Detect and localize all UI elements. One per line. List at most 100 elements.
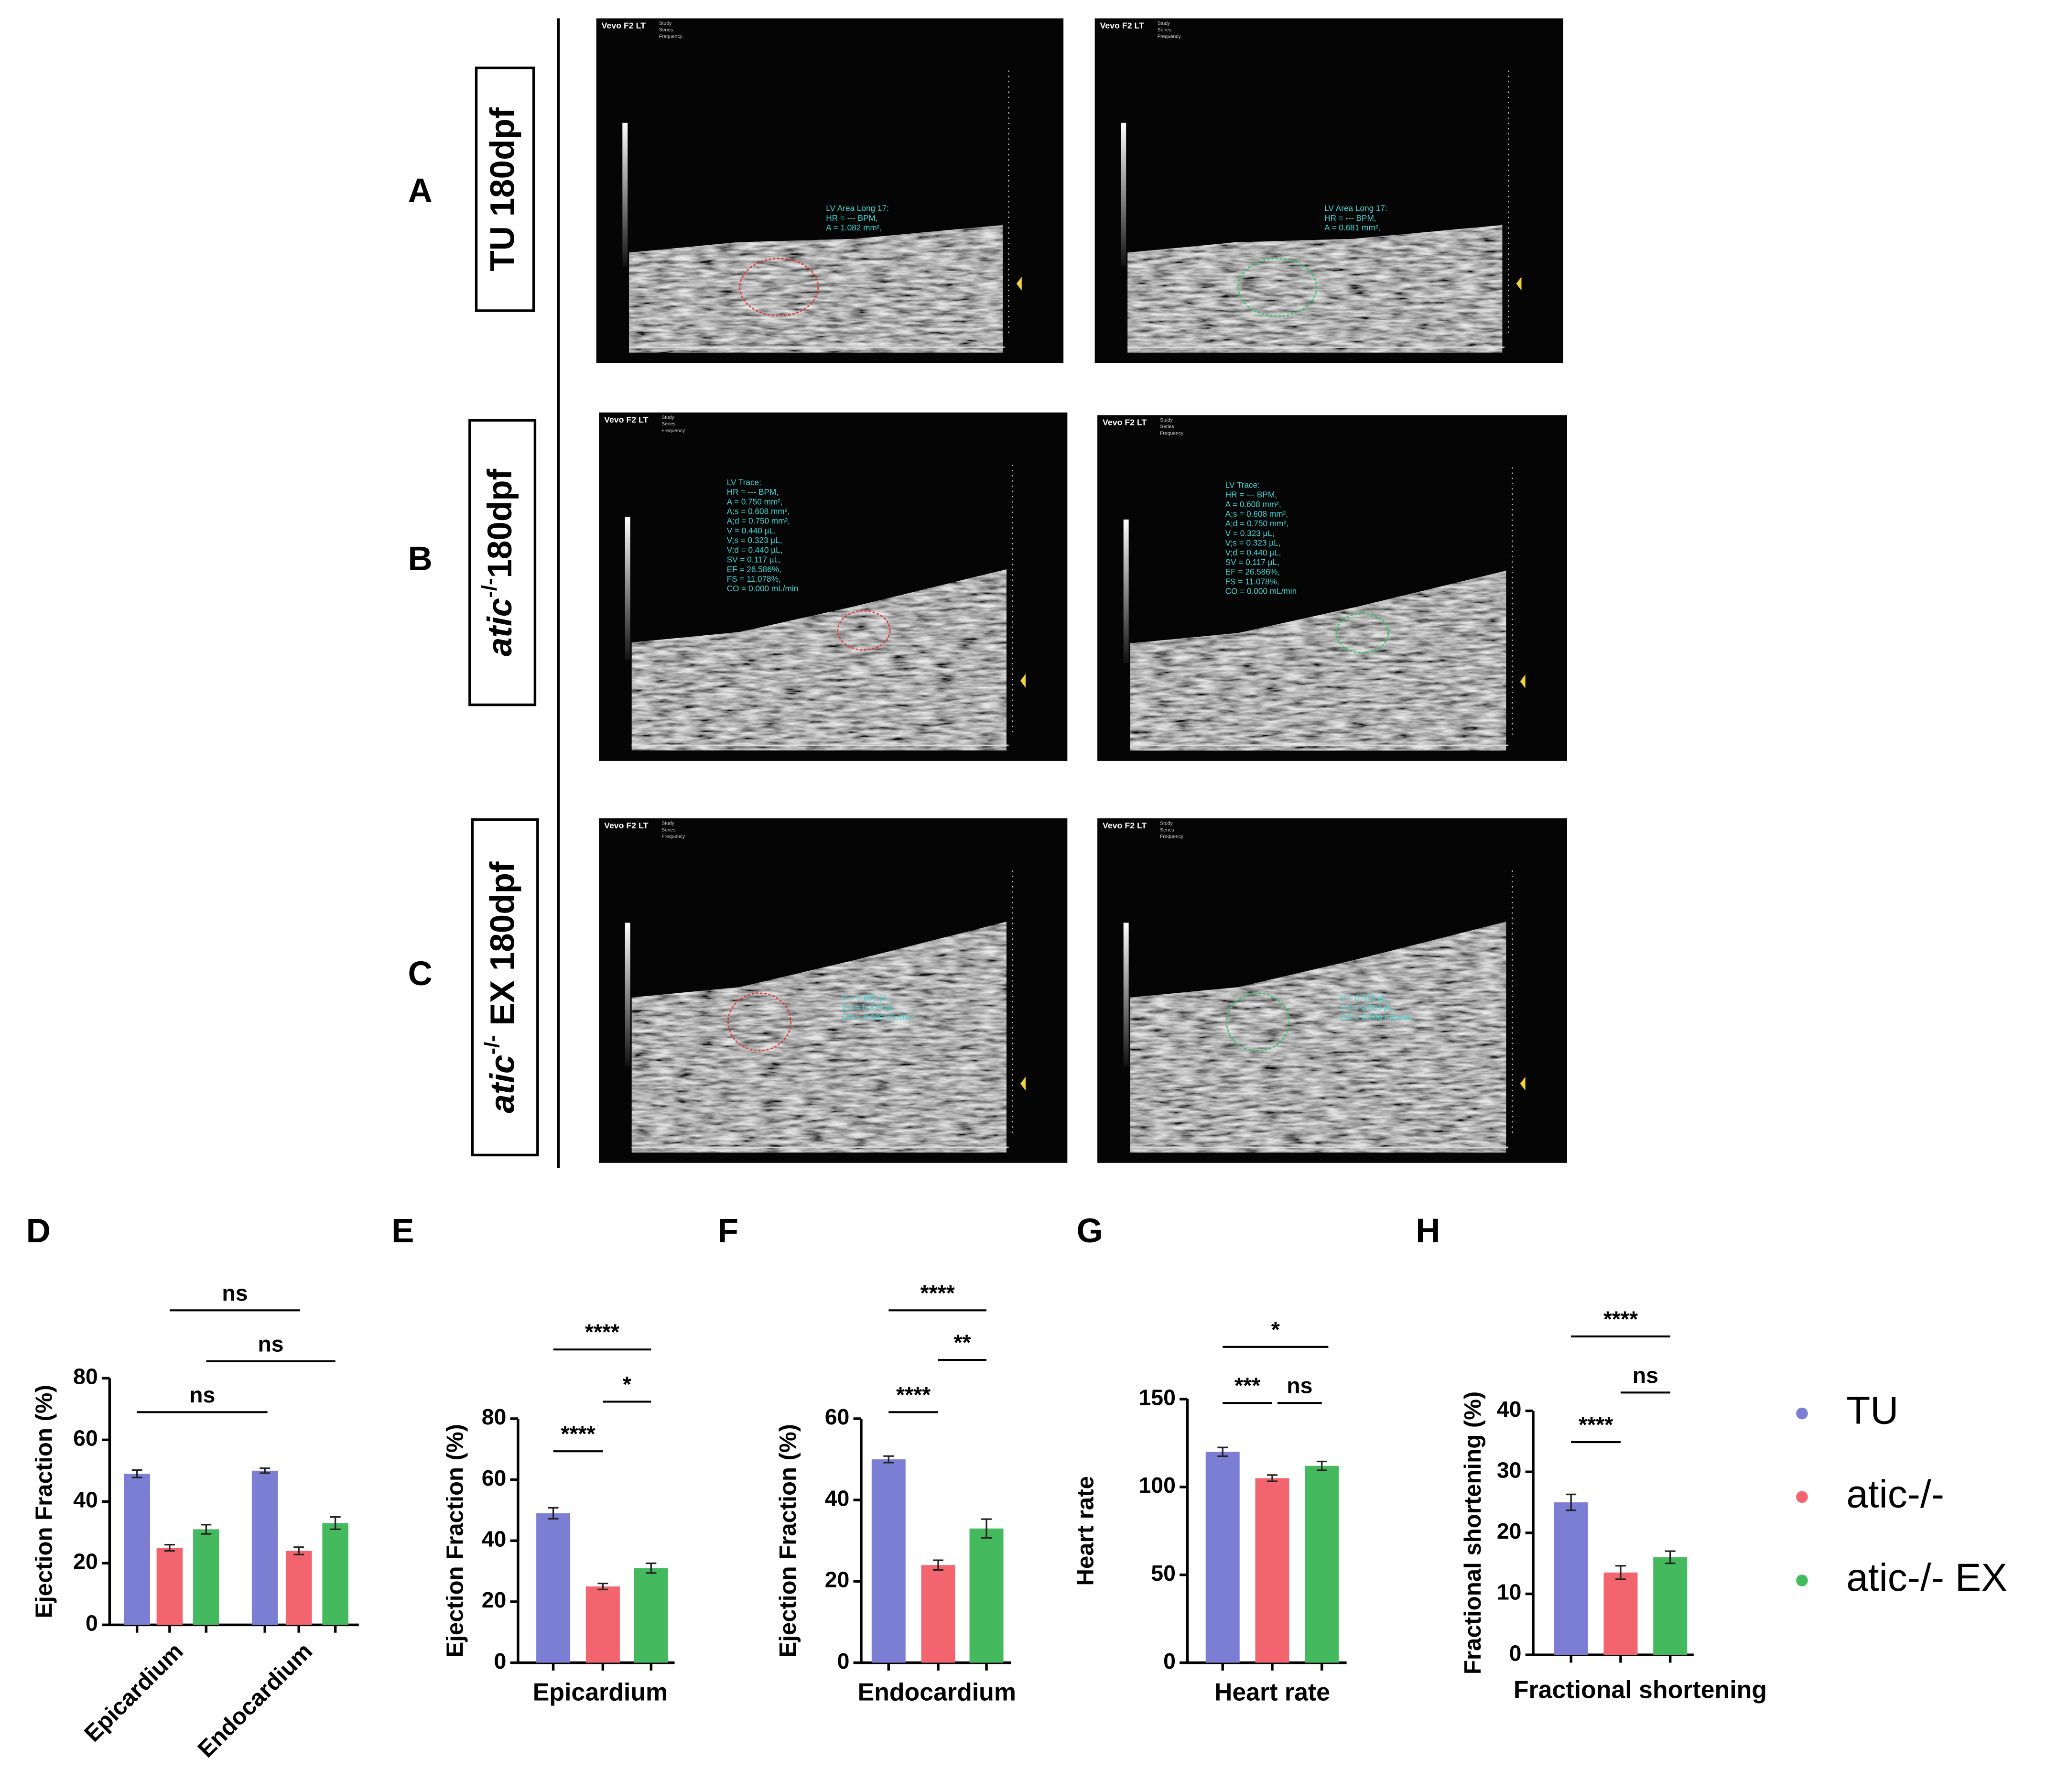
- y-tick-label: 0: [494, 1649, 507, 1673]
- significance-label: ns: [222, 1281, 248, 1305]
- y-tick-label: 100: [1138, 1473, 1175, 1498]
- y-tick-label: 80: [482, 1404, 507, 1429]
- measurement-line: EF = 26.586%,: [1225, 567, 1280, 576]
- significance-label: ns: [1287, 1373, 1312, 1398]
- panel-letter: C: [408, 955, 433, 993]
- header-field: Series: [1160, 827, 1174, 833]
- significance-label: ****: [1603, 1306, 1638, 1331]
- y-tick-label: 60: [73, 1426, 98, 1451]
- measurement-line: A;d = 0.750 mm²,: [1225, 519, 1288, 528]
- gray-scale-bar: [1123, 923, 1129, 1066]
- significance-label: ****: [561, 1422, 595, 1446]
- panel-letter: B: [408, 540, 433, 578]
- significance-label: *: [623, 1372, 632, 1397]
- measurement-line: V;s = 0.323 µL,: [727, 535, 782, 545]
- bar: [1603, 1572, 1638, 1655]
- tissue-speckle: [1130, 570, 1506, 751]
- bar: [634, 1568, 668, 1663]
- y-axis-label: Ejection Fraction (%): [32, 1385, 57, 1618]
- y-tick-label: 0: [1509, 1640, 1522, 1665]
- y-axis-label: Heart rate: [1072, 1476, 1098, 1586]
- header-field: Study: [1160, 418, 1173, 423]
- device-name: Vevo F2 LT: [1100, 21, 1144, 30]
- measurement-line: V = 0.379 µL,: [1340, 993, 1389, 1002]
- error-bar: [548, 1507, 559, 1520]
- measurement-line: LV Area Long 17:: [826, 204, 889, 213]
- bar: [969, 1528, 1004, 1663]
- measurement-line: LV Area Long 17:: [1324, 204, 1387, 213]
- tissue-speckle: [1130, 922, 1506, 1153]
- header-field: Series: [1160, 424, 1174, 430]
- bar: [251, 1470, 278, 1625]
- y-tick-label: 80: [73, 1364, 98, 1389]
- row-label-part: -/-: [477, 578, 501, 598]
- y-tick-label: 20: [482, 1587, 507, 1612]
- row-label-part: atic: [481, 598, 519, 656]
- error-bar: [981, 1518, 992, 1539]
- tissue-speckle: [629, 225, 1003, 353]
- y-tick-label: 40: [825, 1486, 850, 1510]
- error-bar: [131, 1469, 142, 1478]
- bar: [1554, 1502, 1588, 1655]
- header-field: Frequency: [659, 34, 683, 39]
- error-bar: [1566, 1493, 1577, 1511]
- significance-label: ****: [585, 1320, 620, 1345]
- measurement-line: A;s = 0.608 mm²,: [727, 507, 790, 516]
- y-tick-label: 60: [482, 1466, 507, 1490]
- row-label: atic-/- EX 180dpf: [480, 861, 522, 1113]
- header-field: Frequency: [661, 834, 685, 839]
- device-name: Vevo F2 LT: [604, 415, 648, 424]
- significance-label: ns: [189, 1382, 215, 1407]
- bar: [156, 1548, 183, 1625]
- lv-contour: [727, 992, 791, 1052]
- legend-marker: [1796, 1491, 1808, 1503]
- error-bar: [164, 1543, 175, 1552]
- lv-contour: [1335, 613, 1389, 653]
- x-tick-label: Epicardium: [79, 1638, 188, 1747]
- measurement-line: CO = 0.000 mL/min: [1340, 1012, 1412, 1022]
- device-name: Vevo F2 LT: [604, 821, 648, 830]
- measurement-line: A = 0.681 mm²,: [1324, 223, 1380, 232]
- row-label: atic-/-180dpf: [477, 468, 519, 656]
- lv-contour: [1237, 258, 1318, 317]
- label-box: [468, 419, 537, 706]
- bar: [536, 1513, 571, 1663]
- measurement-line: SV = 0.117 µL,: [1225, 557, 1279, 567]
- y-tick-label: 40: [482, 1526, 507, 1551]
- focus-marker: [1520, 1076, 1526, 1091]
- error-bar: [201, 1524, 212, 1535]
- panel-letter: F: [718, 1212, 738, 1250]
- focus-marker: [1016, 277, 1022, 291]
- significance-label: ****: [1579, 1412, 1613, 1437]
- measurement-line: HR = --- BPM,: [1324, 213, 1376, 223]
- legend-marker: [1796, 1575, 1808, 1586]
- measurement-line: HR = --- BPM,: [727, 487, 779, 497]
- error-bar: [293, 1546, 304, 1555]
- panel-letter: H: [1416, 1212, 1440, 1250]
- measurement-line: A = 1.082 mm²,: [826, 223, 882, 232]
- error-bar: [1665, 1550, 1676, 1564]
- measurement-line: V;d = 0.440 µL,: [1225, 548, 1281, 557]
- measurement-line: A = 0.750 mm²,: [727, 497, 783, 506]
- gray-scale-bar: [1121, 122, 1126, 267]
- device-name: Vevo F2 LT: [602, 21, 646, 30]
- legend-label: atic-/-: [1846, 1472, 1944, 1516]
- error-bar: [1615, 1565, 1626, 1580]
- y-tick-label: 150: [1138, 1385, 1175, 1410]
- error-bar: [1217, 1446, 1228, 1457]
- y-tick-label: 0: [1163, 1649, 1176, 1673]
- error-bar: [1267, 1474, 1277, 1482]
- device-name: Vevo F2 LT: [1103, 417, 1147, 427]
- x-tick-label: Epicardium: [533, 1678, 668, 1706]
- measurement-line: CO = 0.000 mL/min: [842, 1012, 913, 1022]
- measurement-line: A;d = 0.750 mm²,: [727, 516, 790, 526]
- header-field: Study: [661, 821, 674, 826]
- header-field: Study: [1158, 21, 1170, 26]
- tissue-speckle: [1127, 225, 1503, 353]
- y-tick-label: 20: [73, 1549, 98, 1574]
- header-field: Frequency: [1158, 34, 1181, 39]
